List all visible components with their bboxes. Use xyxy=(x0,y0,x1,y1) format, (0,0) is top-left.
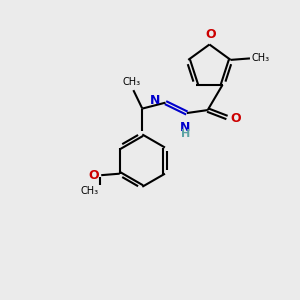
Text: O: O xyxy=(88,169,99,182)
Text: H: H xyxy=(181,129,190,140)
Text: CH₃: CH₃ xyxy=(123,77,141,87)
Text: CH₃: CH₃ xyxy=(251,53,270,63)
Text: O: O xyxy=(206,28,216,41)
Text: N: N xyxy=(150,94,160,107)
Text: N: N xyxy=(180,122,190,134)
Text: CH₃: CH₃ xyxy=(81,186,99,196)
Text: O: O xyxy=(230,112,241,125)
